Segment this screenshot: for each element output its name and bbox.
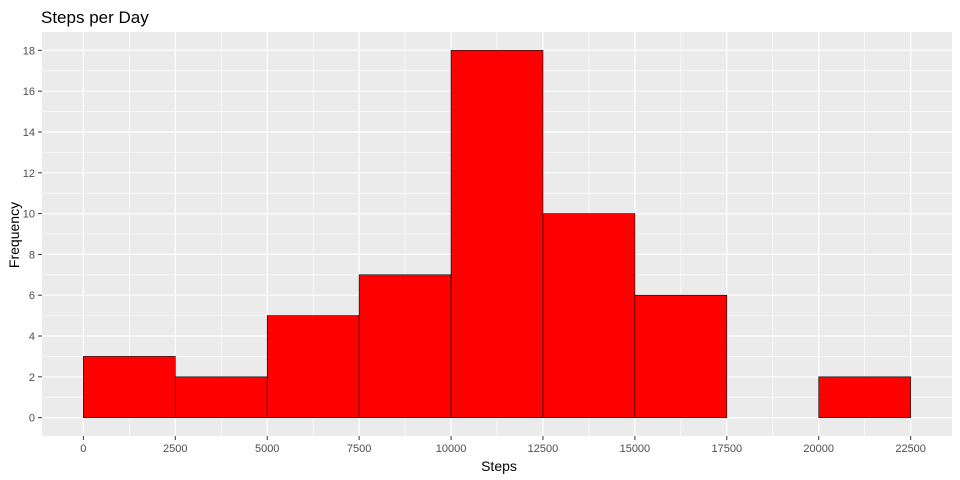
x-tick-label: 20000 (803, 443, 834, 455)
x-tick-label: 7500 (347, 443, 371, 455)
histogram-bar-4 (450, 50, 544, 418)
y-tick-label: 10 (23, 209, 35, 221)
y-tick-label: 14 (23, 127, 35, 139)
y-tick-label: 4 (29, 331, 35, 343)
x-tick-label: 2500 (163, 443, 187, 455)
x-tick-label: 22500 (895, 443, 926, 455)
histogram-bar-5 (542, 213, 636, 418)
y-tick-label: 18 (23, 45, 35, 57)
x-tick-label: 10000 (436, 443, 467, 455)
x-tick-label: 15000 (620, 443, 651, 455)
histogram-bar-0 (83, 356, 176, 418)
x-tick-label: 0 (80, 443, 86, 455)
y-tick-label: 0 (29, 413, 35, 425)
x-axis: 0 2500 5000 7500 10000 12500 15000 17500 20000 22… (80, 436, 926, 455)
x-axis-title: Steps (481, 458, 517, 474)
x-tick-label: 5000 (255, 443, 279, 455)
x-tick-label: 17500 (712, 443, 743, 455)
y-tick-label: 16 (23, 86, 35, 98)
x-tick-label: 12500 (528, 443, 559, 455)
y-tick-label: 8 (29, 249, 35, 261)
histogram-bar-8 (818, 376, 911, 418)
y-tick-label: 2 (29, 372, 35, 384)
histogram-bar-3 (358, 274, 452, 418)
y-axis: 0 2 4 6 8 10 12 14 16 18 (23, 45, 42, 425)
histogram-bar-6 (634, 294, 728, 418)
y-tick-label: 6 (29, 290, 35, 302)
histogram-bars (83, 50, 911, 418)
y-axis-title: Frequency (6, 202, 22, 268)
chart-title: Steps per Day (41, 8, 149, 27)
histogram-bar-1 (174, 376, 268, 418)
histogram-bar-2 (266, 315, 360, 418)
y-tick-label: 12 (23, 168, 35, 180)
